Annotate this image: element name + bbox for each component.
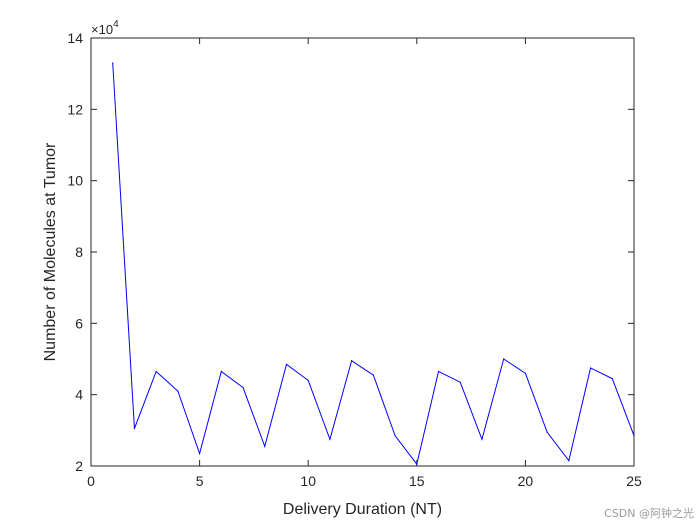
data-point [307, 379, 309, 381]
data-point [112, 62, 114, 64]
x-tick-label: 15 [409, 473, 425, 489]
y-tick-label: 14 [67, 30, 83, 46]
x-axis-ticks: 0 5 10 15 20 25 [87, 38, 642, 489]
y-tick-label: 6 [75, 315, 83, 331]
data-point [568, 460, 570, 462]
data-point [546, 431, 548, 433]
data-point [264, 445, 266, 447]
data-point [177, 390, 179, 392]
data-point [611, 378, 613, 380]
data-point [459, 381, 461, 383]
data-point [329, 438, 331, 440]
watermark: CSDN @阿钟之光 [604, 507, 694, 520]
plot-area-background [91, 38, 634, 466]
y-tick-label: 2 [75, 458, 83, 474]
y-tick-label: 12 [67, 101, 83, 117]
data-point [372, 374, 374, 376]
data-point [133, 427, 136, 430]
data-point [524, 372, 527, 374]
y-exponent-label: ×104 [91, 19, 119, 37]
y-axis-label: Number of Molecules at Tumor [42, 142, 59, 361]
data-point [589, 367, 592, 369]
data-point [351, 360, 353, 362]
y-tick-label: 10 [67, 173, 83, 189]
data-point [155, 370, 157, 373]
data-point [285, 363, 288, 365]
data-point [220, 370, 222, 373]
x-tick-label: 25 [626, 473, 642, 489]
series-layer [112, 62, 635, 466]
plot-area-border [90, 37, 635, 467]
y-tick-label: 4 [75, 387, 83, 403]
x-axis-label: Delivery Duration (NT) [283, 501, 442, 518]
y-exponent-power: 4 [113, 19, 119, 30]
x-tick-label: 0 [87, 473, 95, 489]
data-point [242, 386, 244, 389]
x-tick-label: 10 [300, 473, 316, 489]
y-tick-label: 8 [75, 244, 83, 260]
x-tick-label: 5 [196, 473, 204, 489]
data-point [481, 438, 483, 440]
x-tick-label: 20 [518, 473, 534, 489]
data-point [437, 370, 440, 373]
data-point [416, 463, 418, 465]
data-point [199, 452, 201, 455]
data-point [503, 358, 505, 360]
data-point [394, 435, 396, 437]
y-exponent-base: ×10 [91, 22, 113, 37]
